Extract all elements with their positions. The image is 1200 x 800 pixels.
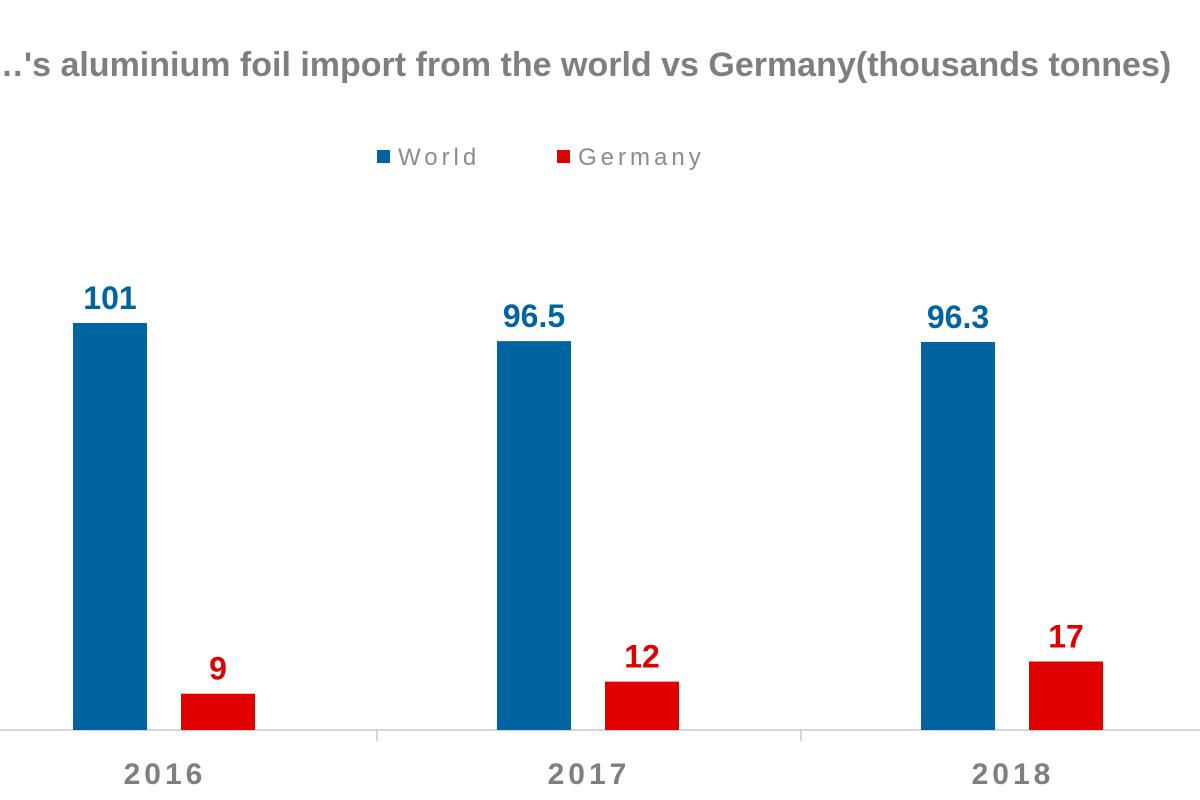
legend-label-germany: Germany <box>578 144 705 171</box>
data-label-world-2018: 96.3 <box>927 299 989 335</box>
chart-title: …'s aluminium foil import from the world… <box>0 46 1171 84</box>
legend-swatch-world <box>377 150 390 163</box>
x-tick-label-2018: 2018 <box>972 758 1055 791</box>
legend: World Germany <box>377 144 705 171</box>
legend-label-world: World <box>398 144 480 171</box>
legend-swatch-germany <box>557 150 570 163</box>
bar-world-2018 <box>921 341 995 730</box>
bar-germany-2018 <box>1029 661 1103 730</box>
data-label-world-2017: 96.5 <box>503 298 565 334</box>
x-tick-labels-group: 2016 2017 2018 <box>124 758 1055 791</box>
bar-world-2017 <box>497 341 571 730</box>
x-tick-label-2017: 2017 <box>548 758 631 791</box>
data-labels-group: 101 9 96.5 12 96.3 17 <box>83 280 1083 687</box>
bar-germany-2017 <box>605 681 679 730</box>
x-tick-label-2016: 2016 <box>124 758 207 791</box>
data-label-germany-2016: 9 <box>209 651 227 687</box>
bar-world-2016 <box>73 323 147 730</box>
data-label-world-2016: 101 <box>83 280 136 316</box>
bar-germany-2016 <box>181 693 255 730</box>
bars-group <box>73 323 1103 730</box>
data-label-germany-2017: 12 <box>624 639 660 675</box>
data-label-germany-2018: 17 <box>1048 618 1084 654</box>
